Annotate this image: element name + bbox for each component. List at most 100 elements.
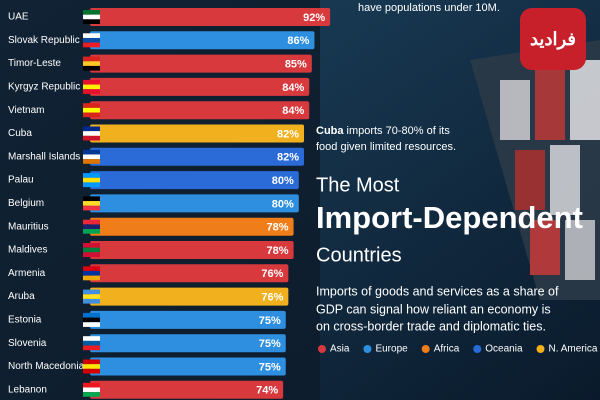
legend-label: Africa xyxy=(434,344,460,355)
flag xyxy=(83,270,100,276)
flag xyxy=(83,65,100,71)
bar xyxy=(90,334,286,353)
legend-label: N. America xyxy=(549,344,598,355)
value-label: 84% xyxy=(282,105,304,117)
bar xyxy=(90,194,299,213)
value-label: 78% xyxy=(267,245,289,257)
bar xyxy=(90,264,289,283)
value-label: 76% xyxy=(261,268,283,280)
bar xyxy=(90,31,315,50)
flag xyxy=(83,19,100,24)
annotation-line: imports 70-80% of its xyxy=(347,125,451,137)
flag xyxy=(83,224,100,230)
ship xyxy=(470,40,600,300)
legend-swatch xyxy=(318,345,326,353)
flag xyxy=(83,392,100,397)
category-label: UAE xyxy=(8,12,29,23)
annotation-line: food given limited resources. xyxy=(316,141,456,153)
flag xyxy=(83,112,100,118)
flag xyxy=(83,79,100,85)
legend-swatch xyxy=(421,345,430,353)
category-label: Palau xyxy=(8,175,34,186)
category-label: Maldives xyxy=(8,245,47,256)
bar xyxy=(90,147,305,166)
bar xyxy=(90,241,294,259)
flag xyxy=(83,364,100,369)
category-label: North Macedonia xyxy=(8,361,85,372)
category-label: Armenia xyxy=(8,268,46,279)
flag xyxy=(83,196,100,202)
value-label: 84% xyxy=(282,82,304,94)
flag xyxy=(83,317,100,323)
value-label: 75% xyxy=(259,361,281,373)
title-main: Import-Dependent xyxy=(316,200,583,235)
flag xyxy=(83,126,100,132)
flag xyxy=(83,173,100,178)
flag xyxy=(83,159,100,164)
flag xyxy=(83,10,100,15)
flag xyxy=(83,84,100,90)
flag xyxy=(83,42,100,48)
flag xyxy=(83,382,100,388)
bar xyxy=(90,124,305,143)
category-label: Estonia xyxy=(8,315,42,326)
flag xyxy=(83,247,100,253)
value-label: 85% xyxy=(285,59,307,71)
flag xyxy=(83,387,100,393)
category-label: Mauritius xyxy=(8,221,49,232)
flag xyxy=(83,298,100,304)
flag xyxy=(83,312,100,318)
value-label: 86% xyxy=(287,35,309,47)
value-label: 80% xyxy=(272,175,294,187)
flag xyxy=(83,359,100,365)
flag xyxy=(83,103,100,108)
flag xyxy=(83,154,100,160)
legend-label: Oceania xyxy=(485,344,523,355)
category-label: Timor-Leste xyxy=(8,58,61,69)
flag xyxy=(83,61,100,66)
flag xyxy=(83,368,100,374)
flag xyxy=(83,229,100,234)
flag xyxy=(83,336,100,341)
bar xyxy=(90,77,310,96)
value-label: 82% xyxy=(277,152,299,164)
flag xyxy=(83,135,100,141)
value-label: 78% xyxy=(267,222,289,234)
category-label: Slovenia xyxy=(8,338,47,349)
flag xyxy=(83,149,100,155)
flag xyxy=(83,289,100,295)
flag xyxy=(83,294,100,299)
description: Imports of goods and services as a share… xyxy=(316,284,559,298)
bar xyxy=(90,8,331,26)
legend-label: Asia xyxy=(330,344,350,355)
flag xyxy=(83,182,100,188)
category-label: Marshall Islands xyxy=(8,151,80,162)
value-label: 80% xyxy=(272,198,294,210)
legend-swatch xyxy=(536,345,545,353)
value-label: 92% xyxy=(303,12,325,24)
annotation-subject: Cuba xyxy=(316,125,344,137)
category-label: Cuba xyxy=(8,128,32,139)
flag xyxy=(83,33,100,38)
bar xyxy=(90,101,310,120)
flag xyxy=(83,14,100,20)
flag xyxy=(83,219,100,225)
flag xyxy=(83,322,100,327)
flag xyxy=(83,275,100,281)
flag xyxy=(83,252,100,257)
legend-swatch xyxy=(473,345,482,353)
title-line: Countries xyxy=(316,244,402,266)
flag xyxy=(83,131,100,136)
flag xyxy=(83,243,100,248)
logo-text: فرادید xyxy=(530,29,576,50)
flag xyxy=(83,205,100,211)
value-label: 82% xyxy=(277,128,299,140)
bar xyxy=(90,54,312,73)
bar xyxy=(90,310,286,329)
description: GDP can signal how reliant an economy is xyxy=(316,302,551,316)
bar xyxy=(90,287,289,306)
flag xyxy=(83,37,100,43)
flag xyxy=(83,56,100,62)
value-label: 75% xyxy=(259,338,281,350)
